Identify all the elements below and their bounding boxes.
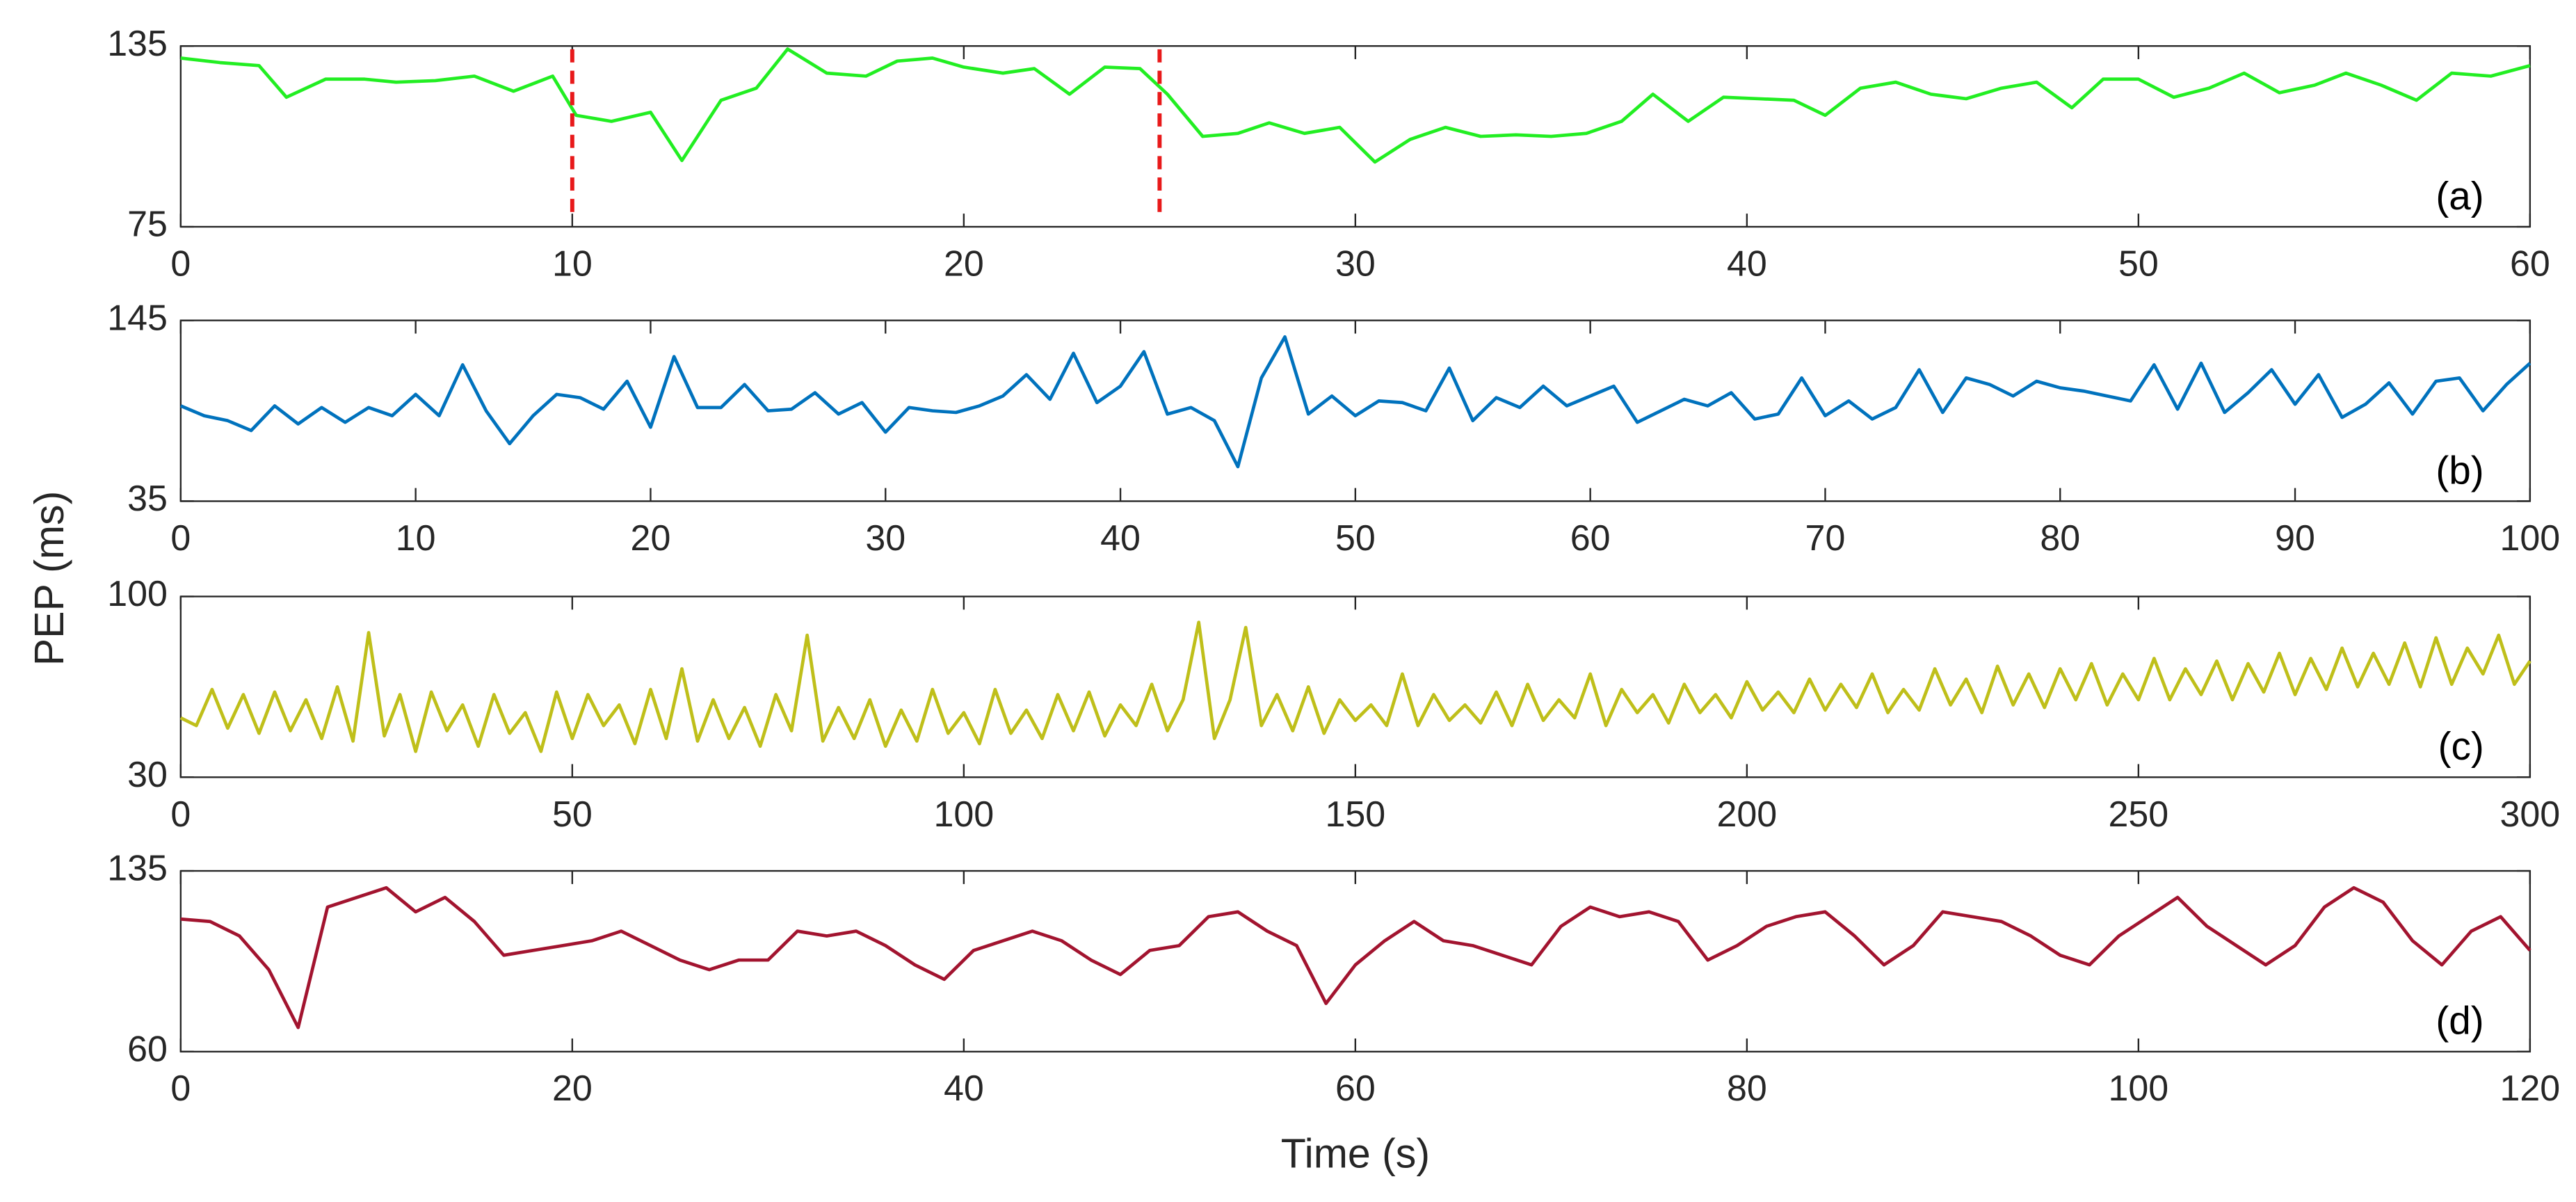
x-tick-label: 0 (170, 243, 191, 284)
panel-label: (a) (2436, 175, 2484, 218)
x-tick-label: 20 (552, 1068, 593, 1109)
y-tick-label: 75 (127, 205, 168, 245)
x-tick-label: 50 (552, 794, 593, 835)
y-tick-label: 60 (127, 1029, 168, 1070)
x-tick-label: 80 (2040, 518, 2080, 559)
y-tick-label: 35 (127, 479, 168, 519)
x-tick-label: 200 (1717, 794, 1778, 835)
x-tick-label: 40 (1727, 243, 1767, 284)
x-tick-label: 150 (1326, 794, 1386, 835)
x-tick-label: 60 (1335, 1068, 1376, 1109)
x-tick-label: 90 (2275, 518, 2315, 559)
x-tick-label: 10 (552, 243, 593, 284)
x-tick-label: 30 (1335, 243, 1376, 284)
plot-frame (179, 319, 2531, 502)
x-tick-label: 50 (2118, 243, 2159, 284)
x-tick-label: 20 (944, 243, 984, 284)
x-tick-label: 0 (170, 1068, 191, 1109)
x-tick-label: 70 (1805, 518, 1846, 559)
data-line (179, 620, 2531, 753)
y-tick-label: 30 (127, 755, 168, 795)
x-tick-label: 0 (170, 794, 191, 835)
data-line (180, 47, 2531, 164)
x-tick-label: 60 (2510, 243, 2550, 284)
data-line (180, 886, 2531, 1029)
x-tick-label: 100 (934, 794, 995, 835)
x-tick-label: 120 (2500, 1068, 2561, 1109)
x-tick-label: 100 (2500, 518, 2561, 559)
x-tick-label: 30 (865, 518, 905, 559)
x-tick-label: 40 (944, 1068, 984, 1109)
panel-label: (d) (2436, 1000, 2484, 1043)
y-axis-label: PEP (ms) (26, 491, 72, 666)
y-tick-label: 135 (107, 849, 168, 889)
data-line (179, 335, 2531, 469)
plot-frame (179, 45, 2531, 228)
x-tick-label: 80 (1727, 1068, 1767, 1109)
x-tick-label: 10 (396, 518, 436, 559)
y-tick-label: 145 (107, 298, 168, 338)
x-tick-label: 100 (2109, 1068, 2169, 1109)
x-axis-label: Time (s) (1281, 1131, 1430, 1177)
x-tick-label: 40 (1100, 518, 1141, 559)
y-tick-label: 135 (107, 24, 168, 64)
x-tick-label: 50 (1335, 518, 1376, 559)
x-tick-label: 250 (2109, 794, 2169, 835)
panel-label: (b) (2436, 449, 2484, 492)
x-tick-label: 0 (170, 518, 191, 559)
panel-label: (c) (2438, 725, 2484, 769)
x-tick-label: 60 (1570, 518, 1611, 559)
y-tick-label: 100 (107, 574, 168, 614)
x-tick-label: 20 (631, 518, 671, 559)
x-tick-label: 300 (2500, 794, 2561, 835)
